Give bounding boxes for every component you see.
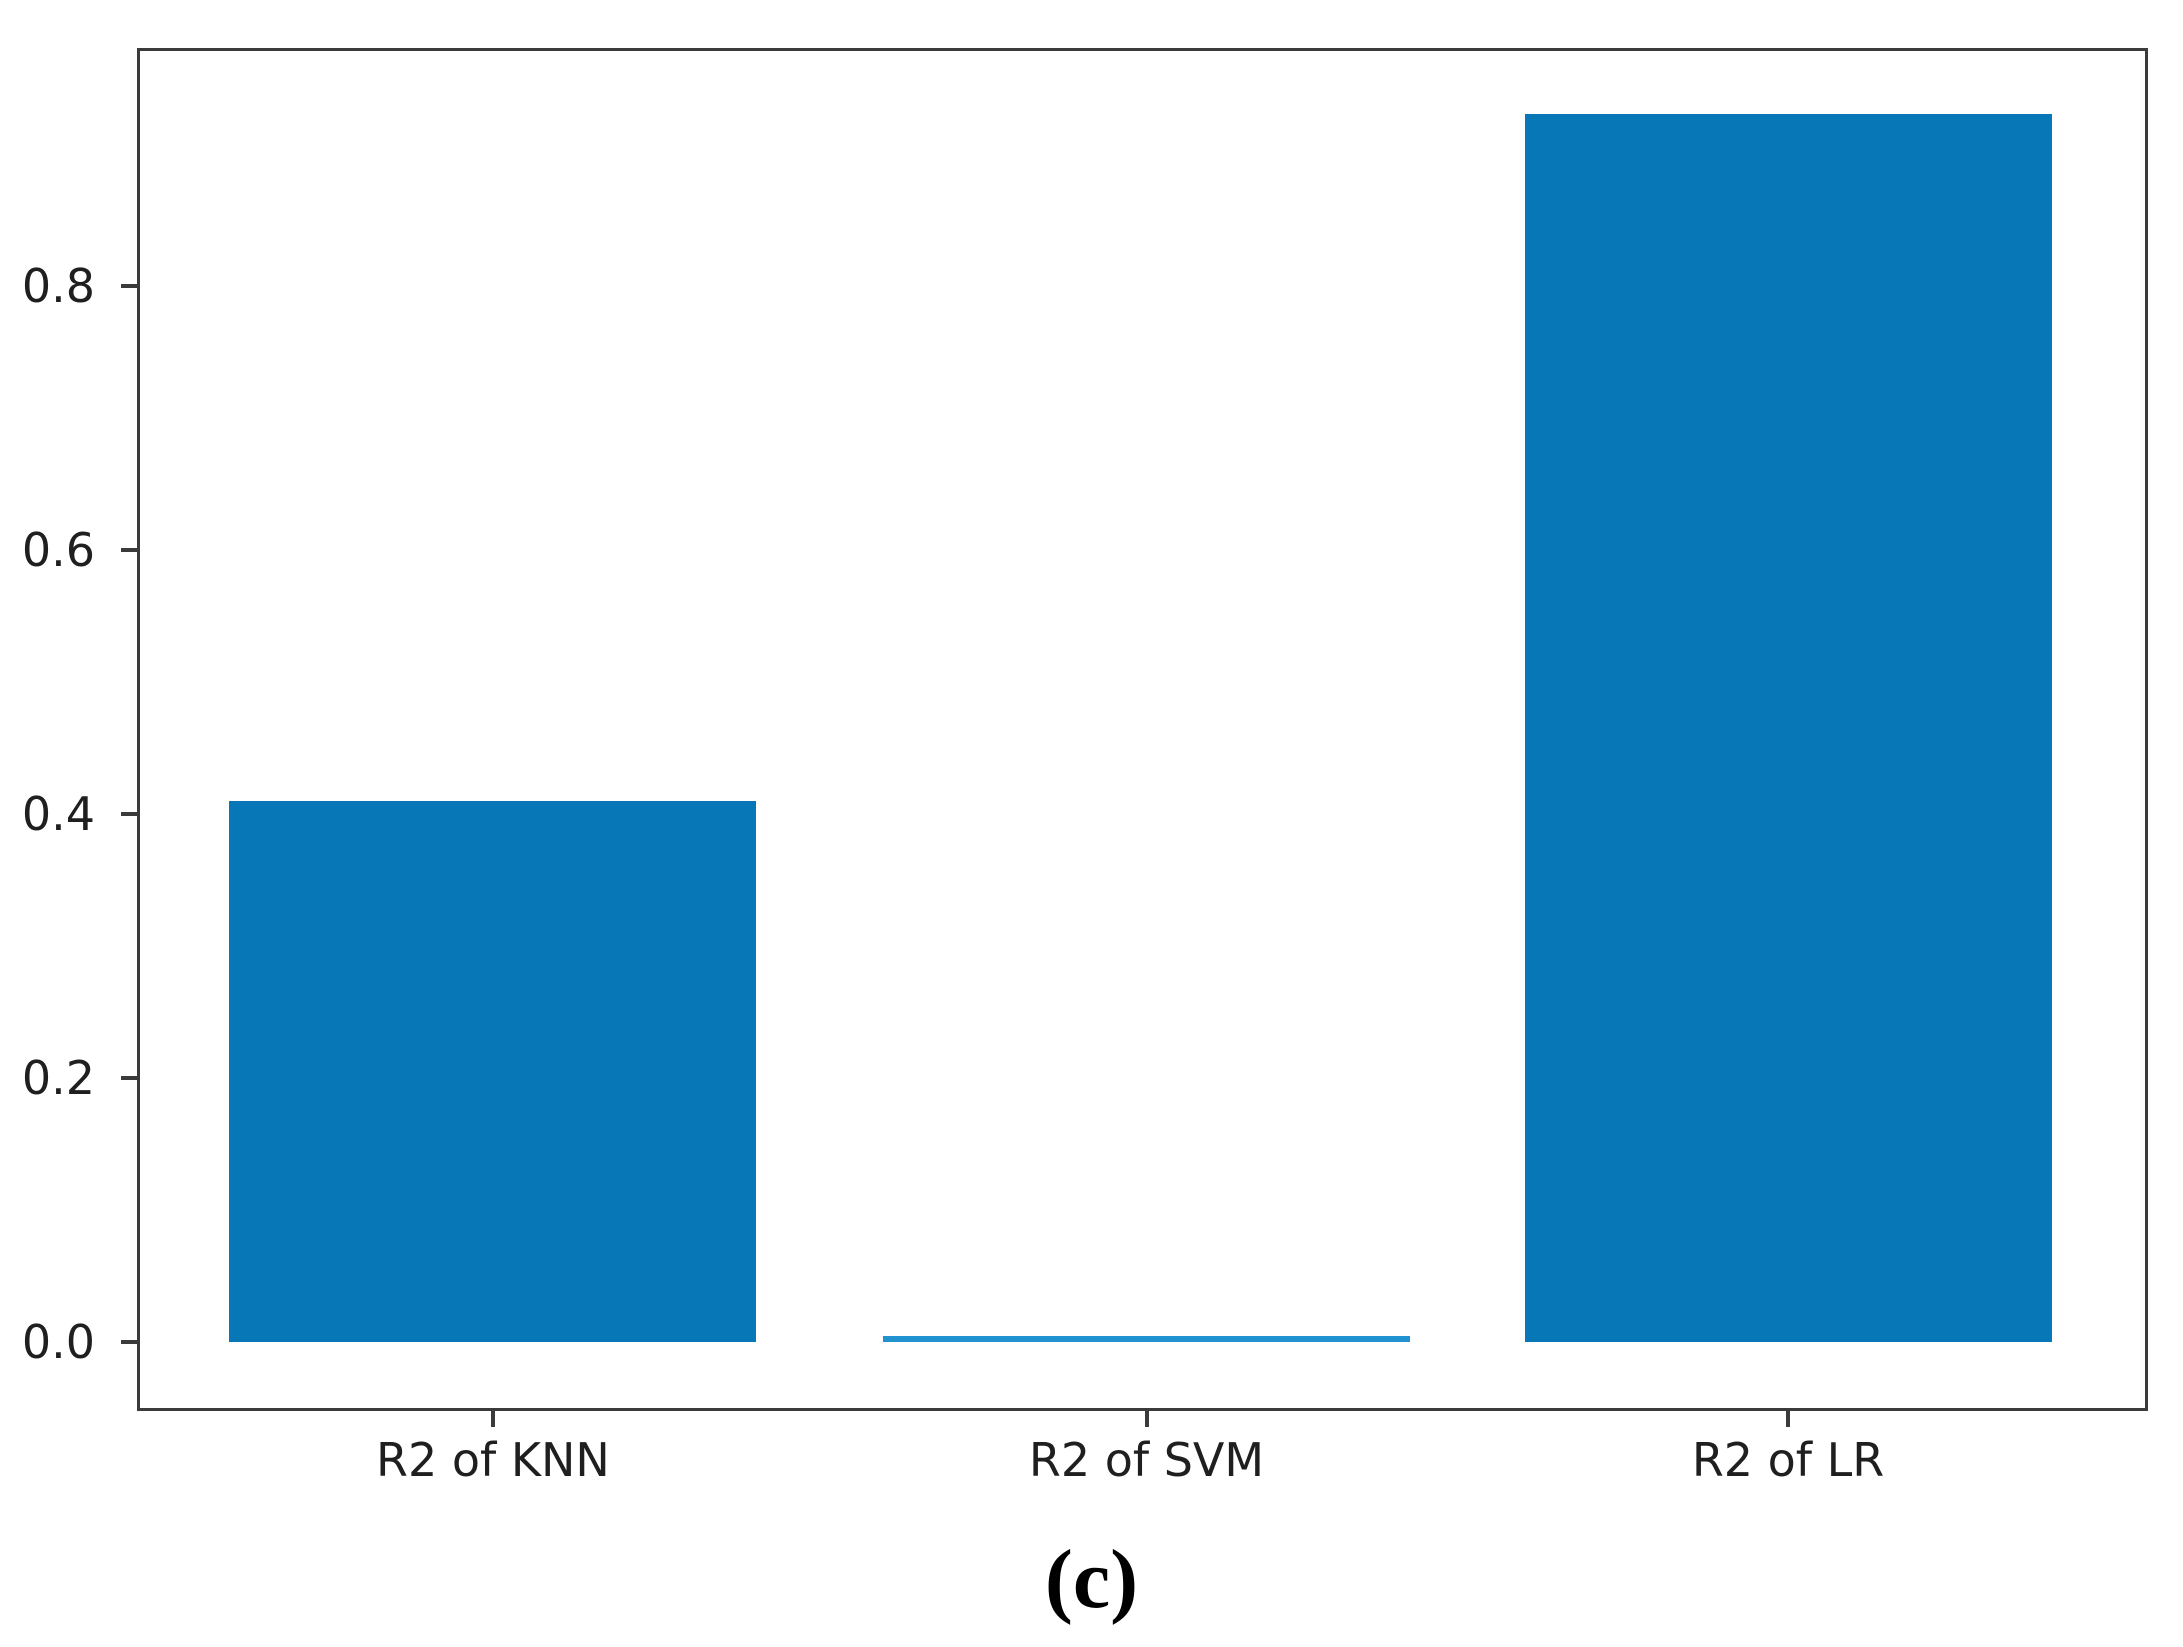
y-axis-tick	[121, 811, 137, 816]
y-axis-tick-label: 0.2	[21, 1050, 95, 1105]
x-axis-tick-label: R2 of KNN	[376, 1433, 610, 1487]
x-axis-tick	[1786, 1411, 1791, 1427]
y-axis-tick	[121, 283, 137, 288]
y-axis-tick	[121, 1075, 137, 1080]
y-axis-tick-label: 0.0	[21, 1315, 95, 1369]
bar-r2-of-svm	[883, 1336, 1411, 1342]
x-axis-tick-label: R2 of SVM	[1028, 1433, 1265, 1487]
caption: (c)	[1044, 1533, 1139, 1626]
y-axis-tick-label: 0.4	[21, 786, 95, 841]
x-axis-tick	[490, 1411, 495, 1427]
x-axis-tick	[1144, 1411, 1149, 1427]
bar-r2-of-lr	[1524, 114, 2052, 1342]
bar-r2-of-knn	[229, 800, 757, 1342]
plot-area	[137, 48, 2148, 1411]
y-axis-tick	[121, 547, 137, 552]
x-axis-tick-label: R2 of LR	[1691, 1433, 1885, 1487]
y-axis-tick-label: 0.8	[21, 258, 95, 313]
y-axis-tick	[121, 1340, 137, 1344]
y-axis-tick-label: 0.6	[21, 522, 95, 577]
